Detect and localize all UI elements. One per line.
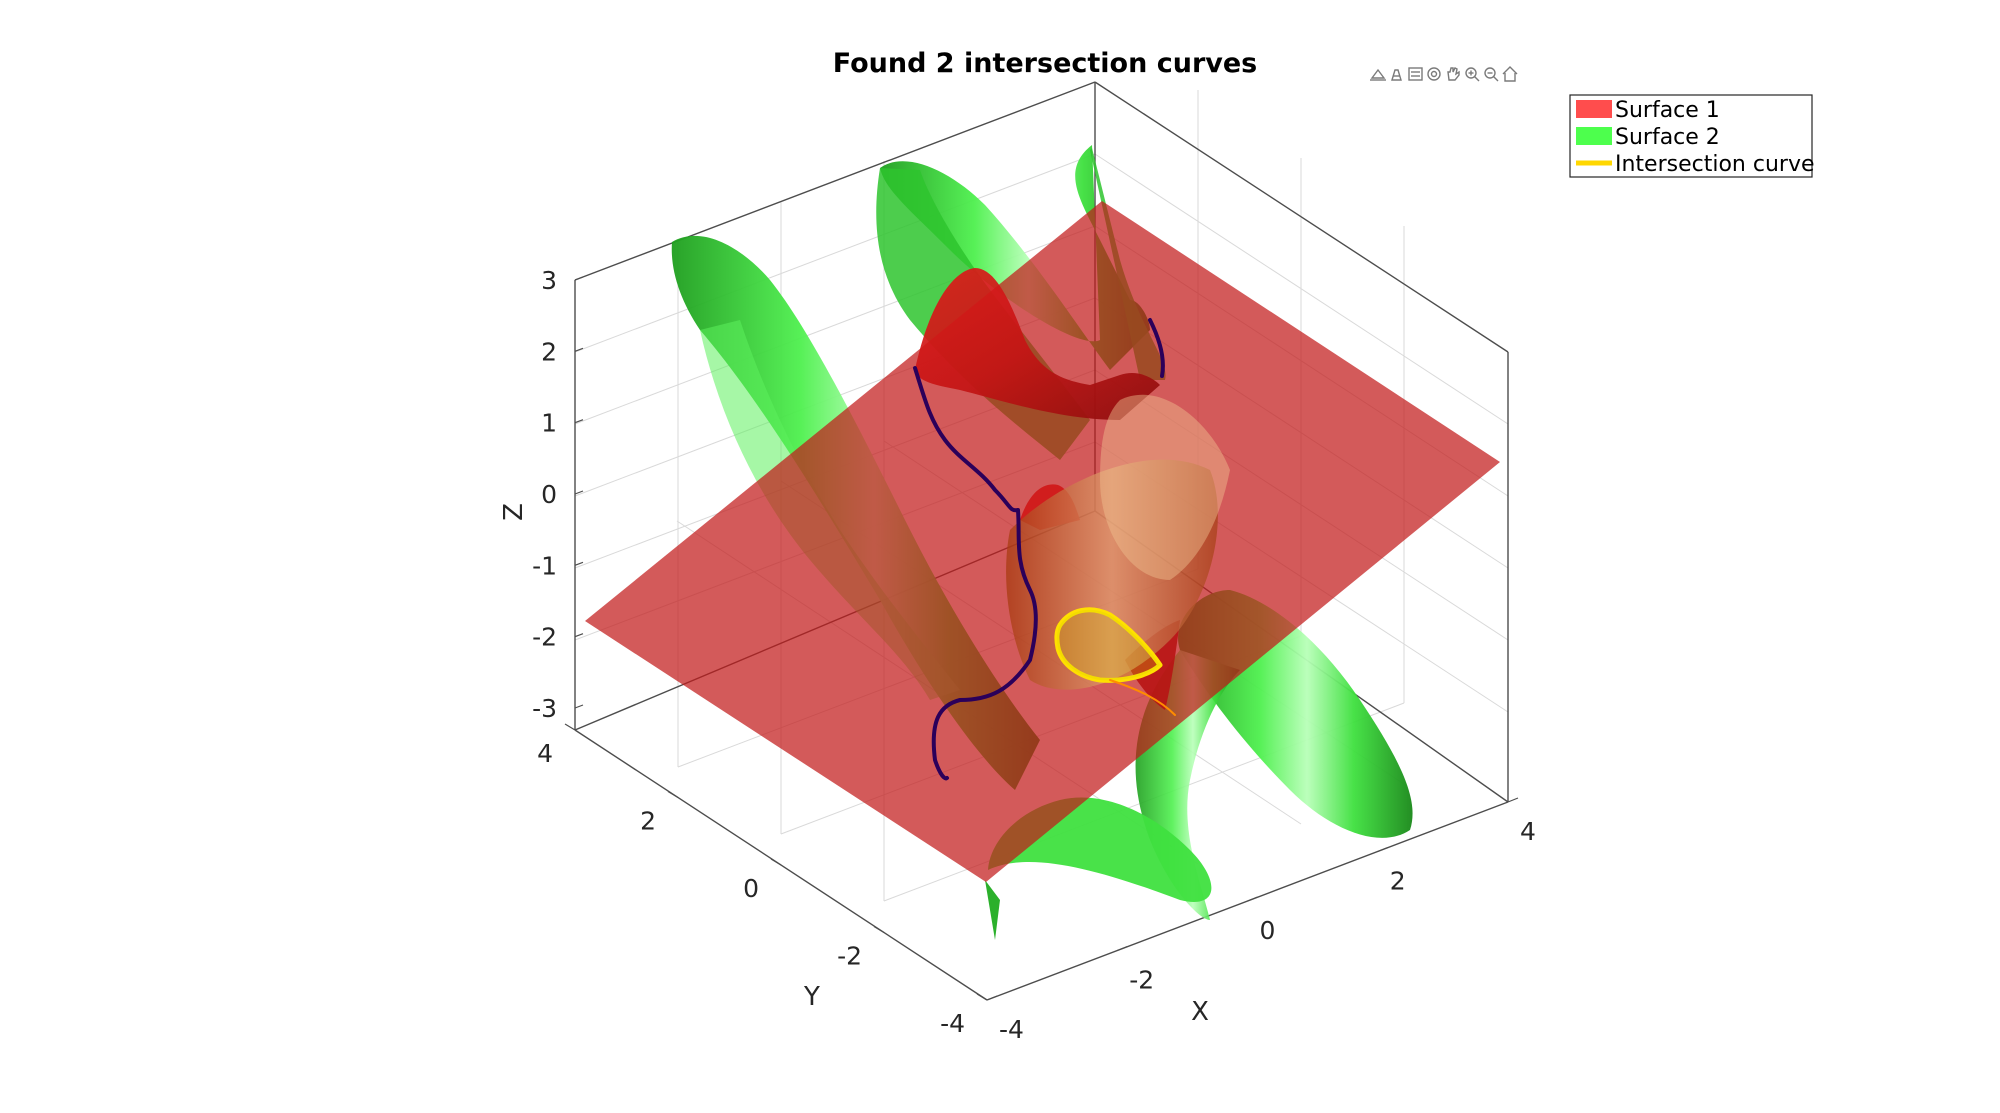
x-axis-label: X bbox=[1191, 997, 1209, 1027]
rotate-icon[interactable] bbox=[1427, 67, 1441, 81]
intersection-curves bbox=[913, 318, 1176, 781]
intersection-curve-1 bbox=[913, 318, 1165, 781]
legend-swatch-surface-2 bbox=[1576, 127, 1612, 145]
home-icon[interactable] bbox=[1502, 66, 1518, 82]
intersection-curve-2 bbox=[1054, 607, 1163, 683]
y-axis-label: Y bbox=[803, 982, 820, 1012]
x-tick-label: -2 bbox=[1129, 966, 1154, 995]
z-tick-mark bbox=[574, 347, 584, 352]
z-tick-label: 2 bbox=[541, 337, 557, 366]
legend: Surface 1 Surface 2 Intersection curve bbox=[1569, 94, 1815, 178]
z-tick-label: -1 bbox=[532, 551, 557, 580]
legend-label-surface-2: Surface 2 bbox=[1615, 125, 1720, 150]
y-tick-mark bbox=[564, 723, 576, 731]
y-tick-mark bbox=[976, 993, 988, 1001]
z-tick-label: 3 bbox=[541, 266, 557, 295]
x-tick-label: 4 bbox=[1520, 817, 1536, 846]
y-tick-label: 2 bbox=[640, 807, 656, 836]
y-tick-label: 0 bbox=[743, 874, 759, 903]
legend-swatch-surface-1 bbox=[1576, 100, 1612, 118]
x-tick-label: 2 bbox=[1390, 867, 1406, 896]
x-tick-mark bbox=[1377, 846, 1388, 853]
z-tick-label: 0 bbox=[541, 480, 557, 509]
zoom-in-icon[interactable] bbox=[1465, 67, 1480, 82]
z-tick-mark bbox=[574, 704, 584, 709]
y-tick-label: -2 bbox=[837, 942, 862, 971]
x-tick-label: -4 bbox=[999, 1015, 1024, 1044]
z-axis-label: Z bbox=[499, 503, 529, 521]
y-tick-mark bbox=[770, 858, 782, 866]
z-tick-mark bbox=[574, 419, 584, 424]
surface-1 bbox=[585, 201, 1500, 882]
axes-toolbar bbox=[1370, 66, 1518, 82]
x-tick-mark bbox=[986, 995, 998, 1001]
z-tick-label: -3 bbox=[532, 694, 557, 723]
x-axis-ticks: -4 -2 0 2 4 bbox=[986, 797, 1536, 1044]
z-tick-mark bbox=[574, 490, 584, 495]
pan-icon[interactable] bbox=[1447, 67, 1460, 81]
chart-title: Found 2 intersection curves bbox=[833, 48, 1258, 79]
y-tick-label: -4 bbox=[940, 1009, 965, 1038]
x-tick-mark bbox=[1507, 797, 1519, 803]
z-tick-mark bbox=[574, 276, 584, 281]
x-tick-label: 0 bbox=[1260, 916, 1276, 945]
z-axis-ticks: -3 -2 -1 0 1 2 3 bbox=[532, 266, 584, 723]
zoom-out-icon[interactable] bbox=[1484, 67, 1499, 82]
y-tick-mark bbox=[667, 790, 679, 799]
z-tick-label: 1 bbox=[541, 409, 557, 438]
y-tick-mark bbox=[873, 925, 885, 934]
z-tick-label: -2 bbox=[532, 623, 557, 652]
z-tick-mark bbox=[574, 633, 584, 638]
export-icon[interactable] bbox=[1370, 68, 1386, 81]
legend-label-surface-1: Surface 1 bbox=[1615, 98, 1720, 123]
x-tick-mark bbox=[1117, 945, 1128, 952]
legend-label-intersection-curve: Intersection curve bbox=[1615, 152, 1815, 177]
y-tick-label: 4 bbox=[537, 739, 553, 768]
y-axis-ticks: -4 -2 0 2 4 bbox=[537, 723, 988, 1038]
z-tick-mark bbox=[574, 561, 584, 566]
brush-icon[interactable] bbox=[1391, 69, 1402, 81]
datatips-icon[interactable] bbox=[1408, 67, 1423, 81]
x-tick-mark bbox=[1247, 896, 1258, 902]
